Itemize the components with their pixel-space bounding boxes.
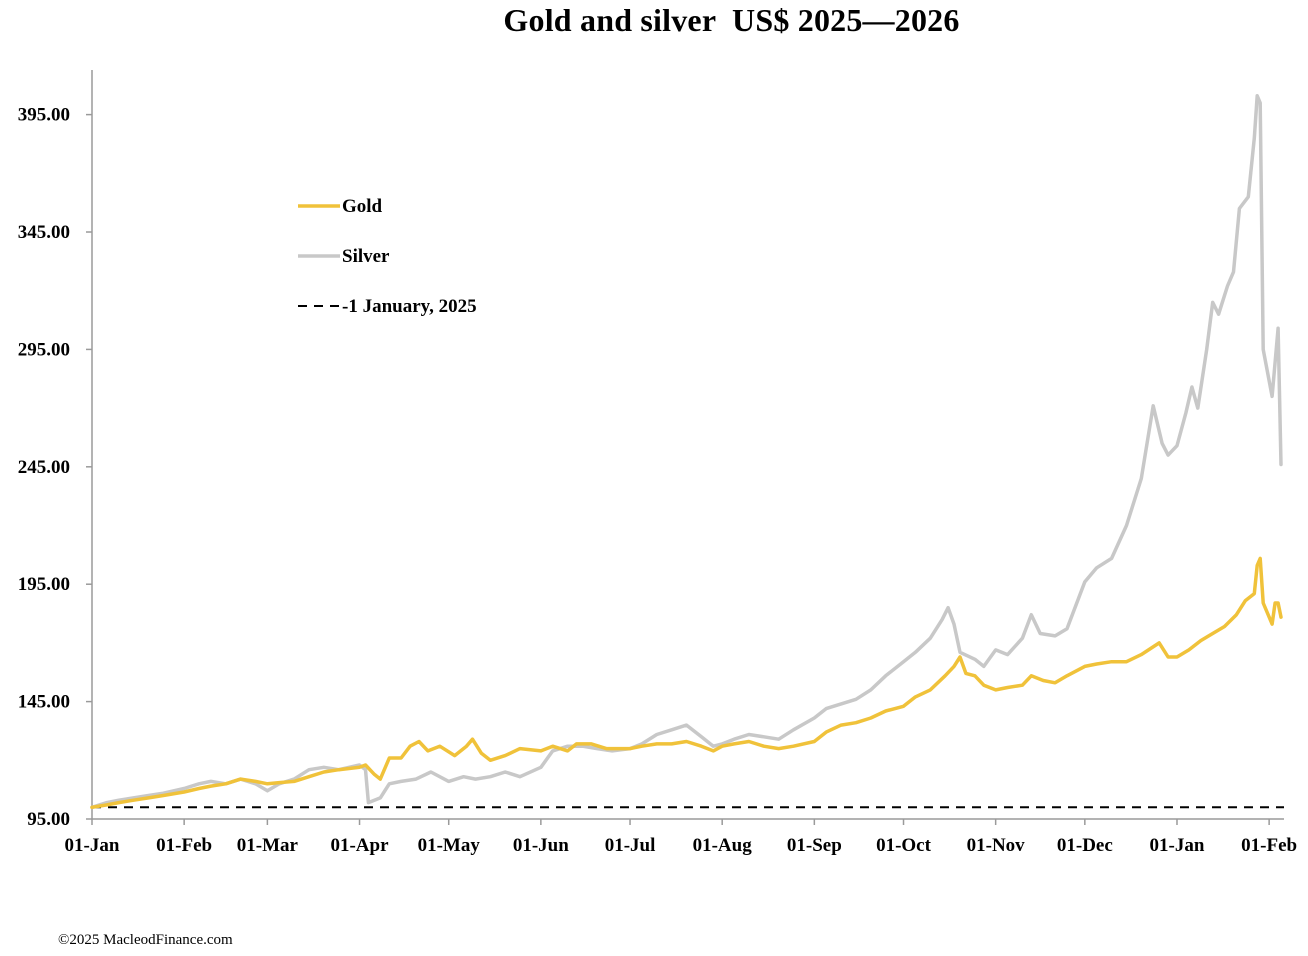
y-ticks: 95.00 145.00 195.00 245.00 295.00 345.00 395.0… xyxy=(18,105,92,830)
y-tick-label: 345.00 xyxy=(18,222,70,243)
x-tick-label: 01-Jan xyxy=(65,835,120,856)
legend-label-1-january-2025: -1 January, 2025 xyxy=(342,296,477,317)
legend: Gold Silver -1 January, 2025 xyxy=(298,196,477,317)
x-tick-label: 01-Aug xyxy=(693,835,753,856)
y-tick-label: 245.00 xyxy=(18,457,70,478)
y-tick-label: 145.00 xyxy=(18,692,70,713)
x-tick-label: 01-Feb xyxy=(1241,835,1297,856)
y-tick-label: 295.00 xyxy=(18,339,70,360)
y-tick-label: 195.00 xyxy=(18,574,70,595)
x-tick-label: 01-Jul xyxy=(605,835,656,856)
x-ticks: 01-Jan 01-Feb 01-Mar 01-Apr 01-May 01-Jun 01-J… xyxy=(65,819,1297,856)
x-tick-label: 01-Dec xyxy=(1057,835,1113,856)
x-tick-label: 01-Feb xyxy=(156,835,212,856)
series-line-gold xyxy=(90,556,1283,810)
legend-label-gold: Gold xyxy=(342,196,383,217)
x-tick-label: 01-May xyxy=(418,835,481,856)
copyright-notice: ©2025 MacleodFinance.com xyxy=(58,932,233,948)
x-tick-label: 01-Jan xyxy=(1150,835,1205,856)
x-tick-label: 01-Jun xyxy=(513,835,569,856)
series-line-silver xyxy=(90,94,1283,810)
x-tick-label: 01-Nov xyxy=(967,835,1026,856)
series-layer xyxy=(90,94,1284,810)
legend-label-silver: Silver xyxy=(342,246,390,267)
y-tick-label: 395.00 xyxy=(18,105,70,126)
x-tick-label: 01-Apr xyxy=(330,835,389,856)
x-tick-label: 01-Mar xyxy=(237,835,299,856)
x-tick-label: 01-Sep xyxy=(787,835,842,856)
chart-title: Gold and silver US$ 2025—2026 xyxy=(503,2,960,38)
x-tick-label: 01-Oct xyxy=(876,835,932,856)
y-tick-label: 95.00 xyxy=(27,809,70,830)
